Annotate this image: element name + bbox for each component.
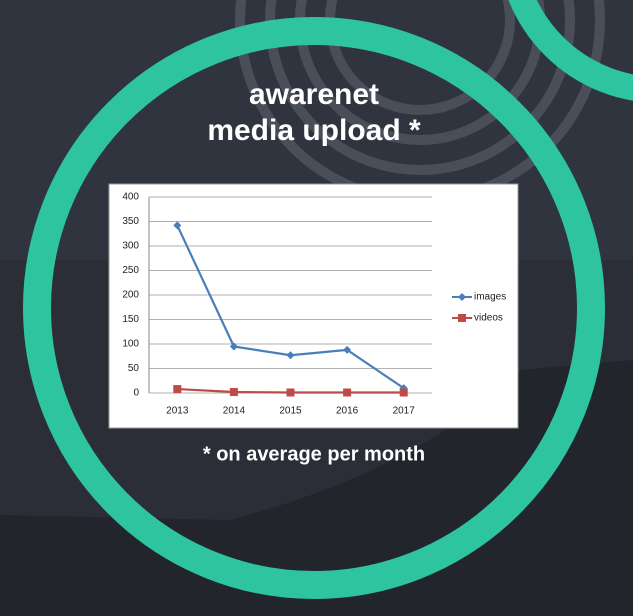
- x-tick-label: 2017: [393, 406, 416, 417]
- y-tick-label: 150: [122, 314, 139, 325]
- legend-marker: [458, 293, 466, 301]
- point: [229, 342, 238, 351]
- annotation: * on average per month: [203, 443, 425, 465]
- y-tick-label: 50: [128, 363, 140, 374]
- y-tick-label: 250: [122, 265, 139, 276]
- legend-marker: [458, 314, 466, 322]
- y-tick-label: 100: [122, 339, 139, 350]
- y-tick-label: 400: [122, 192, 139, 203]
- x-tick-label: 2015: [279, 406, 302, 417]
- point: [286, 388, 295, 397]
- x-tick-label: 2013: [166, 406, 189, 417]
- x-tick-label: 2014: [223, 406, 246, 417]
- y-tick-label: 0: [133, 388, 139, 399]
- ring: [23, 17, 605, 599]
- legend-label: images: [474, 292, 506, 303]
- y-tick-label: 300: [122, 241, 139, 252]
- point: [399, 388, 408, 397]
- point: [343, 388, 352, 397]
- legend-label: videos: [474, 313, 503, 324]
- y-tick-label: 350: [122, 216, 139, 227]
- point: [229, 388, 238, 397]
- x-tick-label: 2016: [336, 406, 359, 417]
- title: awarenet media upload *: [207, 78, 421, 147]
- point: [286, 351, 295, 360]
- point: [173, 385, 182, 394]
- point: [343, 345, 352, 354]
- chart-box: [108, 183, 519, 429]
- y-tick-label: 200: [122, 290, 139, 301]
- point: [173, 221, 182, 230]
